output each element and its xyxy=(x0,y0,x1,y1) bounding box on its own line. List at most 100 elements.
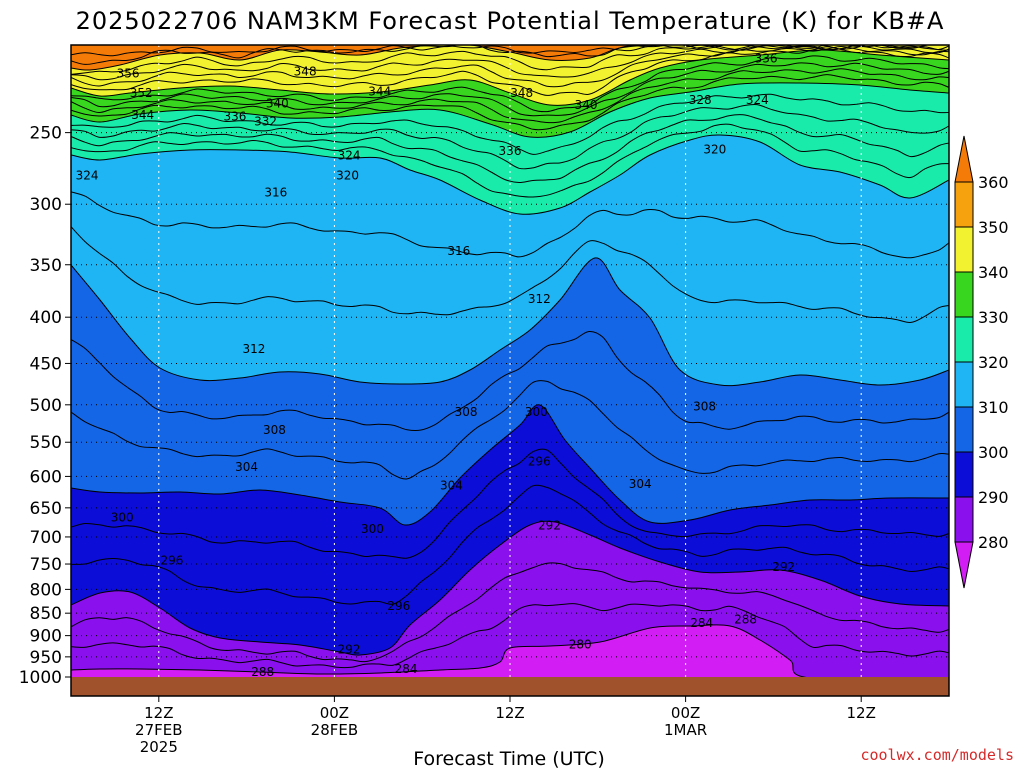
contour-label: 336 xyxy=(499,144,522,158)
contour-label: 284 xyxy=(690,616,713,630)
y-tick-label: 850 xyxy=(30,604,62,624)
isotherm-line xyxy=(71,134,949,215)
isotherm-line xyxy=(71,448,949,559)
isotherm-line xyxy=(71,330,949,432)
contour-label: 300 xyxy=(111,510,134,524)
colorbar-segment xyxy=(954,451,974,498)
x-tick-label: 12Z xyxy=(144,704,173,722)
contour-label: 308 xyxy=(693,399,716,413)
credit-text: coolwx.com/models xyxy=(860,746,1014,764)
colorbar-segment xyxy=(954,226,974,273)
contour-label: 292 xyxy=(538,519,561,533)
y-tick-label: 250 xyxy=(30,124,62,144)
isotherm-line xyxy=(71,68,949,124)
colorbar-label: 340 xyxy=(978,263,1009,282)
isotherm-line xyxy=(71,520,949,656)
contour-label: 336 xyxy=(755,52,778,66)
contour-label: 292 xyxy=(338,642,361,656)
y-axis: 250 300 350 400 450 500 550 600 650 700 750 800 850 9… xyxy=(19,124,71,688)
y-tick-label: 400 xyxy=(30,308,62,328)
isotherm-line xyxy=(71,45,949,75)
colorbar-label: 290 xyxy=(978,488,1009,507)
contour-label: 300 xyxy=(525,405,548,419)
contour-label: 288 xyxy=(251,665,274,679)
contour-label: 320 xyxy=(336,169,359,183)
contour-label: 344 xyxy=(131,108,154,122)
y-tick-label: 1000 xyxy=(19,668,62,688)
isotherm-line xyxy=(71,103,949,170)
contour-label: 348 xyxy=(294,65,317,79)
colorbar: 280 290 300 310 320 330 340 350 360 xyxy=(954,135,1009,589)
contour-label: 296 xyxy=(161,553,184,567)
plot-area xyxy=(71,45,949,696)
isotherm-line xyxy=(71,62,949,117)
isotherm-line xyxy=(71,257,949,387)
contour-label: 324 xyxy=(76,169,99,183)
contour-label: 304 xyxy=(235,460,258,474)
ground-band xyxy=(71,677,949,696)
isotherm-line xyxy=(71,74,949,131)
x-tick-label: 12Z xyxy=(495,704,524,722)
colorbar-segment xyxy=(954,406,974,453)
colorbar-label: 330 xyxy=(978,308,1009,327)
contour-label: 312 xyxy=(528,292,551,306)
x-tick-label: 12Z xyxy=(847,704,876,722)
contour-label: 324 xyxy=(746,93,769,107)
colorbar-segment xyxy=(954,271,974,318)
contour-label: 356 xyxy=(117,66,140,80)
isotherm-line xyxy=(71,55,949,113)
y-tick-label: 800 xyxy=(30,580,62,600)
y-tick-label: 750 xyxy=(30,555,62,575)
isotherm-line xyxy=(71,45,949,71)
x-tick-label: 00Z xyxy=(671,704,700,722)
y-tick-label: 600 xyxy=(30,467,62,487)
x-tick-label: 1MAR xyxy=(664,721,707,739)
colorbar-label: 280 xyxy=(978,533,1009,552)
contour-label: 288 xyxy=(734,613,757,627)
contour-label: 320 xyxy=(703,143,726,157)
colorbar-label: 320 xyxy=(978,353,1009,372)
isotherm-line xyxy=(71,484,949,605)
contour-label: 316 xyxy=(447,244,470,258)
colorbar-arrow-top xyxy=(954,135,974,183)
isotherm-line xyxy=(71,46,949,96)
contour-label: 312 xyxy=(242,342,265,356)
isotherm-line xyxy=(71,45,949,81)
colorbar-label: 310 xyxy=(978,398,1009,417)
colorbar-segment xyxy=(954,316,974,363)
isotherm-line xyxy=(71,562,949,663)
x-tick-label: 2025 xyxy=(140,738,178,756)
isotherm-line xyxy=(71,191,949,259)
contour-label: 308 xyxy=(455,405,478,419)
band-below-280 xyxy=(71,624,949,677)
y-tick-label: 300 xyxy=(30,195,62,215)
x-axis-title: Forecast Time (UTC) xyxy=(413,748,604,768)
chart-title: 2025022706 NAM3KM Forecast Potential Tem… xyxy=(76,7,945,35)
y-tick-label: 900 xyxy=(30,627,62,647)
y-tick-label: 650 xyxy=(30,499,62,519)
y-tick-label: 450 xyxy=(30,354,62,374)
contour-label: 296 xyxy=(387,599,410,613)
isotherm-line xyxy=(71,82,949,138)
colorbar-label: 300 xyxy=(978,443,1009,462)
colorbar-segment xyxy=(954,361,974,408)
isotherm-line xyxy=(71,93,949,155)
contour-label: 304 xyxy=(629,477,652,491)
contour-label: 348 xyxy=(510,86,533,100)
y-tick-label: 950 xyxy=(30,648,62,668)
y-tick-label: 550 xyxy=(30,433,62,453)
y-tick-label: 350 xyxy=(30,256,62,276)
isotherm-line xyxy=(71,123,949,198)
x-tick-label: 27FEB xyxy=(135,721,182,739)
contour-label: 304 xyxy=(440,478,463,492)
colorbar-segment xyxy=(954,181,974,228)
contour-label: 344 xyxy=(368,84,391,98)
colorbar-label: 350 xyxy=(978,218,1009,237)
contour-label: 332 xyxy=(254,114,277,128)
contour-label: 292 xyxy=(772,560,795,574)
contour-label: 340 xyxy=(266,96,289,110)
contour-label: 328 xyxy=(689,93,712,107)
isotherm-line xyxy=(71,114,949,184)
